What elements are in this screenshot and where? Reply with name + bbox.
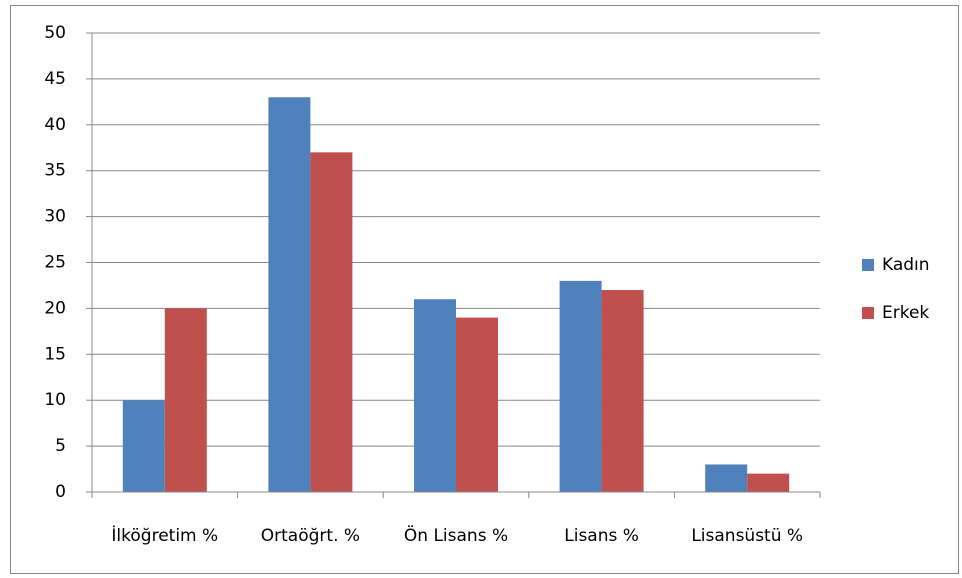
bar — [414, 299, 456, 492]
y-tick-label: 5 — [55, 436, 66, 456]
legend-swatch — [862, 307, 874, 319]
legend-swatch — [862, 259, 874, 271]
legend-label: Erkek — [882, 303, 929, 323]
bar — [164, 308, 207, 492]
y-tick-label: 0 — [55, 482, 66, 502]
x-tick-label: Ön Lisans % — [404, 524, 508, 546]
y-tick-label: 50 — [44, 23, 66, 43]
x-tick-label: Ortaöğrt. % — [261, 526, 360, 546]
bar — [122, 400, 165, 492]
y-tick-label: 45 — [44, 69, 66, 89]
x-tick-label: İlköğretim % — [111, 525, 218, 546]
y-tick-label: 10 — [44, 390, 66, 410]
bar — [747, 473, 790, 492]
bar — [268, 97, 311, 492]
x-tick-label: Lisansüstü % — [691, 526, 803, 546]
x-tick-label: Lisans % — [564, 526, 639, 546]
bar — [705, 464, 748, 492]
y-tick-label: 35 — [44, 161, 66, 181]
bar — [559, 280, 602, 492]
legend-label: Kadın — [882, 255, 930, 275]
y-tick-label: 20 — [44, 298, 66, 318]
bar — [310, 152, 353, 492]
bar — [601, 290, 644, 492]
y-tick-label: 15 — [44, 344, 66, 364]
y-tick-label: 25 — [44, 253, 66, 273]
y-tick-label: 30 — [44, 207, 66, 227]
y-tick-label: 40 — [44, 115, 66, 135]
bar — [456, 317, 498, 492]
